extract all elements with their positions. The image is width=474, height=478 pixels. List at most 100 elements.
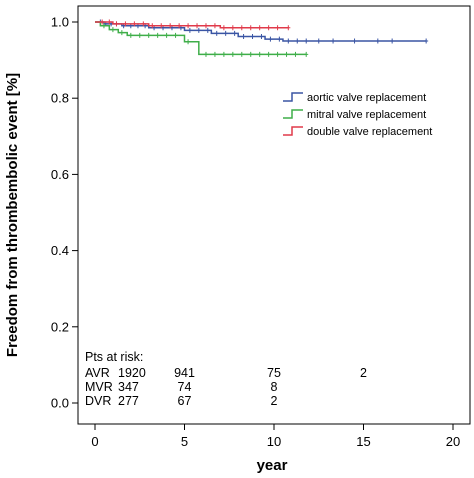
legend-swatch-0 <box>283 92 303 102</box>
risk-title: Pts at risk: <box>85 350 143 364</box>
censor-mark <box>114 21 119 27</box>
censor-mark <box>248 25 253 31</box>
censor-mark <box>223 30 228 36</box>
censor-mark <box>203 51 208 57</box>
risk-count: 2 <box>271 394 278 408</box>
censor-mark <box>159 23 164 29</box>
censor-mark <box>186 23 191 29</box>
censor-mark <box>286 25 291 31</box>
risk-count: 74 <box>178 380 192 394</box>
legend-label-0: aortic valve replacement <box>307 92 426 104</box>
censor-mark <box>232 30 237 36</box>
risk-table: Pts at risk: AVR 1920 941 75 2 MVR 347 74 8 DVR 277… <box>85 350 367 408</box>
x-tick-label: 20 <box>446 434 460 449</box>
censor-mark <box>304 51 309 57</box>
censor-mark <box>293 51 298 57</box>
series-line-2 <box>95 21 289 29</box>
censor-mark <box>212 51 217 57</box>
censor-mark <box>230 51 235 57</box>
y-tick-label: 1.0 <box>51 15 69 30</box>
censor-mark <box>168 23 173 29</box>
censor-mark <box>275 51 280 57</box>
legend-label-1: mitral valve replacement <box>307 109 426 121</box>
censor-mark <box>390 38 395 44</box>
censor-mark <box>259 33 264 39</box>
censor-mark <box>123 21 128 27</box>
y-axis-title: Freedom from thrombembolic event [%] <box>4 73 21 357</box>
risk-row-label: MVR <box>85 380 113 394</box>
censor-mark <box>177 23 182 29</box>
x-tick-label: 0 <box>91 434 98 449</box>
censor-mark <box>239 51 244 57</box>
censor-mark <box>286 38 291 44</box>
censor-mark <box>187 27 192 33</box>
censor-mark <box>284 51 289 57</box>
censor-mark <box>241 33 246 39</box>
risk-count: 941 <box>174 366 195 380</box>
censor-mark <box>146 32 151 38</box>
censor-mark <box>203 23 208 29</box>
censor-mark <box>221 25 226 31</box>
risk-count: 1920 <box>118 366 146 380</box>
censor-mark <box>316 38 321 44</box>
y-tick-label: 0.2 <box>51 319 69 334</box>
censor-mark <box>119 30 124 36</box>
censor-mark <box>205 27 210 33</box>
censor-mark <box>266 25 271 31</box>
censor-mark <box>212 23 217 29</box>
risk-count: 8 <box>271 380 278 394</box>
censor-mark <box>230 25 235 31</box>
censor-mark <box>250 33 255 39</box>
censor-mark <box>424 38 429 44</box>
risk-count: 277 <box>118 394 139 408</box>
risk-count: 67 <box>178 394 192 408</box>
y-tick-label: 0.6 <box>51 167 69 182</box>
censor-mark <box>100 19 105 25</box>
risk-count: 75 <box>267 366 281 380</box>
censor-mark <box>239 25 244 31</box>
y-tick-label: 0.4 <box>51 243 69 258</box>
censor-mark <box>221 51 226 57</box>
risk-count: 2 <box>360 366 367 380</box>
censor-mark <box>352 38 357 44</box>
censor-mark <box>375 38 380 44</box>
censor-mark <box>128 32 133 38</box>
censor-mark <box>331 38 336 44</box>
x-tick-label: 5 <box>181 434 188 449</box>
censor-mark <box>101 23 106 29</box>
censor-mark <box>132 21 137 27</box>
censor-mark <box>107 19 112 25</box>
risk-row-label: AVR <box>85 366 110 380</box>
censor-mark <box>257 25 262 31</box>
survival-curves <box>95 19 429 57</box>
censor-mark <box>196 27 201 33</box>
censor-mark <box>110 27 115 33</box>
censor-mark <box>304 38 309 44</box>
legend-label-2: double valve replacement <box>307 126 432 138</box>
censor-mark <box>141 21 146 27</box>
censor-mark <box>164 32 169 38</box>
censor-mark <box>257 51 262 57</box>
x-axis: 0 5 10 15 20 <box>91 424 460 449</box>
y-tick-label: 0.0 <box>51 396 69 411</box>
censor-mark <box>150 23 155 29</box>
censor-mark <box>248 51 253 57</box>
legend-swatch-2 <box>283 126 303 136</box>
censor-mark <box>295 38 300 44</box>
censor-mark <box>195 23 200 29</box>
censor-mark <box>155 32 160 38</box>
legend-swatch-1 <box>283 109 303 119</box>
censor-mark <box>137 32 142 38</box>
y-axis: 0.0 0.2 0.4 0.6 0.8 1.0 <box>51 15 78 411</box>
x-axis-title: year <box>257 457 288 474</box>
censor-mark <box>268 36 273 42</box>
censor-mark <box>266 51 271 57</box>
censor-mark <box>275 25 280 31</box>
censor-mark <box>173 32 178 38</box>
legend: aortic valve replacement mitral valve rep… <box>283 92 432 138</box>
risk-count: 347 <box>118 380 139 394</box>
y-tick-label: 0.8 <box>51 91 69 106</box>
censor-mark <box>277 36 282 42</box>
censor-mark <box>186 39 191 45</box>
